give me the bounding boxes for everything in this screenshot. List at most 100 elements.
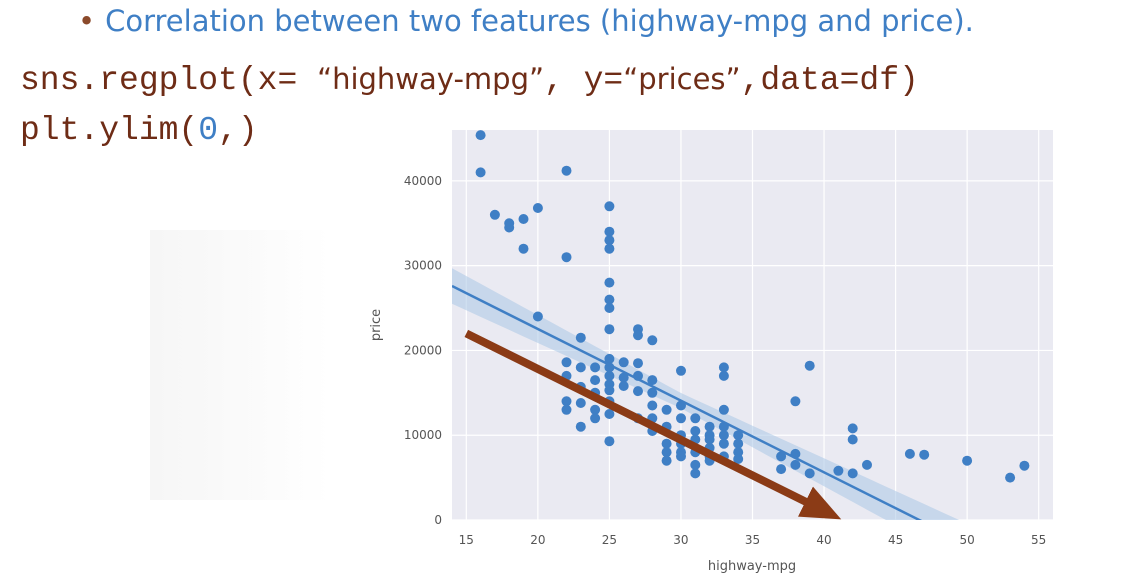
trend-arrow (464, 329, 842, 520)
data-point (532, 311, 543, 322)
x-tick-label: 30 (673, 533, 688, 547)
data-point (618, 381, 629, 391)
data-point (590, 362, 601, 373)
regression-line (452, 284, 923, 520)
code-line-ylim: plt.ylim(0,) (20, 112, 258, 149)
data-point (661, 447, 672, 458)
x-tick-label: 50 (960, 533, 975, 547)
data-point (661, 455, 672, 466)
data-point (676, 365, 686, 376)
code-fn: sns.regplot(x= (20, 62, 318, 99)
data-point (590, 404, 601, 415)
data-point (504, 218, 515, 229)
data-point (561, 396, 572, 407)
data-point (733, 454, 744, 464)
data-point (489, 209, 500, 220)
data-point (804, 360, 815, 371)
data-point (618, 357, 629, 368)
x-tick-label: 20 (530, 533, 545, 547)
data-point (690, 468, 701, 479)
data-point (676, 413, 686, 424)
data-point (604, 409, 615, 419)
data-point (718, 362, 729, 373)
data-point (475, 167, 486, 178)
data-point (1005, 472, 1016, 483)
data-point (804, 468, 815, 479)
x-tick-label: 25 (602, 533, 617, 547)
data-point (633, 358, 643, 369)
code-arg-y: , y= (544, 62, 624, 99)
data-point (718, 430, 729, 441)
code-ylim-fn: plt.ylim( (20, 112, 199, 149)
data-point (862, 459, 872, 470)
data-point (561, 165, 572, 176)
data-point (690, 459, 701, 470)
y-tick-label: 30000 (404, 259, 442, 273)
data-point (790, 396, 801, 407)
code-string-x: “highway-mpg” (317, 62, 545, 96)
data-point (718, 438, 729, 449)
data-point (919, 449, 930, 460)
data-point (590, 413, 601, 424)
data-point (532, 203, 543, 213)
data-point (604, 436, 615, 447)
data-point (776, 464, 787, 475)
bullet-heading: • Correlation between two features (highw… (78, 4, 974, 38)
code-string-y: “prices” (623, 62, 741, 96)
x-tick-label: 35 (745, 533, 760, 547)
data-point (575, 362, 586, 373)
code-arg-data: ,data=df) (740, 62, 919, 99)
data-point (704, 434, 715, 445)
x-tick-label: 55 (1031, 533, 1046, 547)
data-point (847, 423, 858, 434)
data-point (604, 324, 615, 335)
data-point (561, 252, 572, 263)
data-point (690, 413, 701, 424)
data-point (575, 332, 586, 343)
data-point (590, 375, 601, 386)
code-ylim-close: ,) (218, 112, 258, 149)
data-point (518, 214, 529, 224)
data-point (661, 438, 672, 449)
data-point (676, 451, 686, 462)
code-line-regplot: sns.regplot(x= “highway-mpg”, y=“prices”… (20, 62, 919, 99)
data-point (618, 372, 629, 383)
data-point (904, 448, 915, 459)
y-axis-label: price (369, 309, 384, 341)
data-point (847, 468, 858, 479)
x-tick-label: 15 (459, 533, 474, 547)
data-point (718, 370, 729, 381)
data-point (561, 404, 572, 415)
data-point (518, 243, 529, 254)
data-point (776, 451, 787, 462)
data-point (604, 243, 615, 254)
data-point (633, 386, 643, 397)
data-point (647, 375, 658, 386)
data-point (704, 421, 715, 432)
data-point (575, 398, 586, 408)
data-point (647, 335, 658, 346)
bullet-text: Correlation between two features (highwa… (105, 4, 974, 38)
background-ghost-shape (150, 230, 330, 500)
y-tick-label: 10000 (404, 428, 442, 442)
data-point (604, 277, 615, 288)
data-point (604, 226, 615, 237)
bullet-dot-icon: • (78, 4, 96, 38)
data-point (633, 330, 643, 341)
data-point (962, 455, 973, 466)
data-point (604, 353, 615, 364)
data-point (733, 438, 744, 449)
x-tick-label: 45 (888, 533, 903, 547)
data-point (647, 387, 658, 398)
data-point (661, 404, 672, 415)
data-point (604, 385, 615, 396)
data-point (604, 235, 615, 246)
data-point (475, 130, 486, 141)
data-point (604, 294, 615, 305)
data-point (575, 421, 586, 432)
data-point (718, 404, 729, 415)
x-axis-label: highway-mpg (708, 559, 796, 574)
data-point (790, 459, 801, 470)
